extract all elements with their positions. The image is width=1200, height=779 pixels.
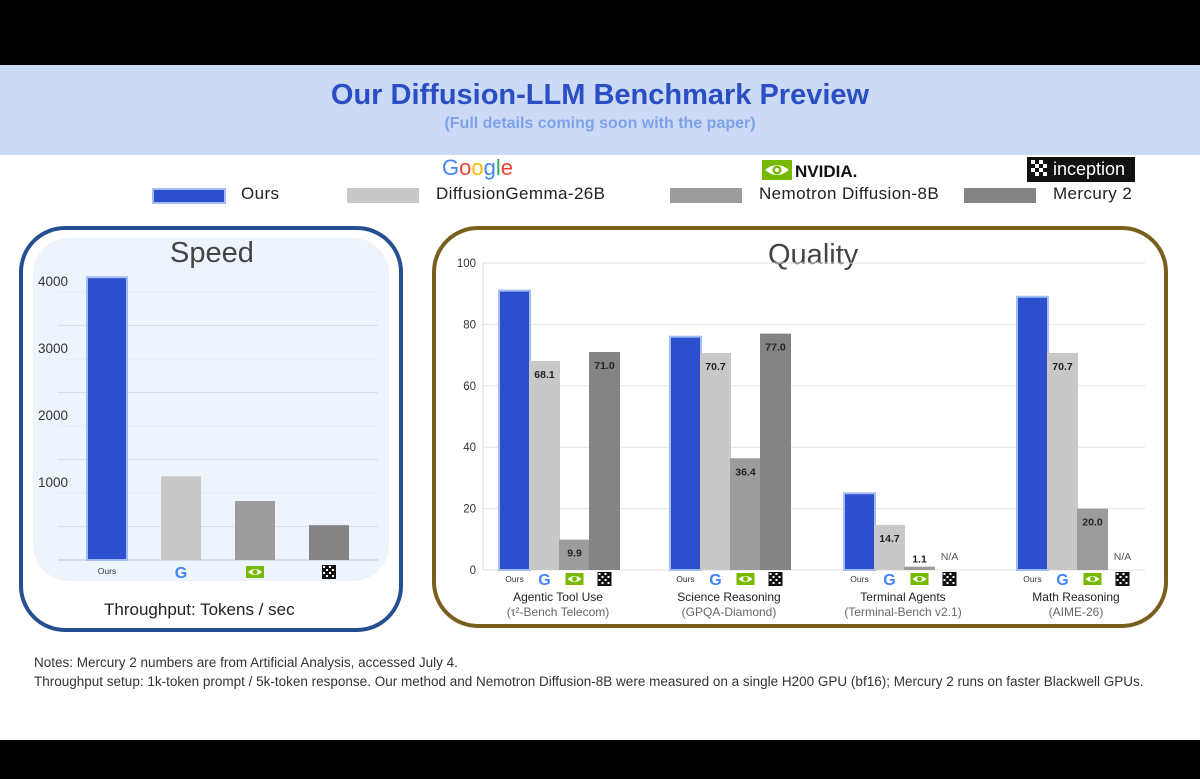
quality-data-label: 71.0 xyxy=(594,360,615,372)
quality-data-label: N/A xyxy=(941,551,959,563)
quality-group-sublabel: (AIME-26) xyxy=(1049,605,1104,619)
quality-bar-nemotron-diffusion-8b xyxy=(730,458,761,570)
google-g-icon: G xyxy=(538,572,550,589)
quality-bar-diffusiongemma-26b xyxy=(700,352,731,570)
quality-bar-diffusiongemma-26b xyxy=(874,524,905,570)
quality-group-sublabel: (τ²-Bench Telecom) xyxy=(507,605,610,619)
quality-x-tick-label: Ours xyxy=(676,574,694,584)
nvidia-eye-icon xyxy=(736,573,755,585)
inception-logo-icon xyxy=(322,565,336,579)
speed-chart: 1000 2000 3000 4000 Ours G xyxy=(38,274,378,582)
quality-bar-diffusiongemma-26b xyxy=(529,360,560,570)
legend-swatch-nemotron xyxy=(670,188,742,203)
nvidia-wordmark: NVIDIA. xyxy=(795,162,857,181)
quality-bar-mercury-2 xyxy=(760,333,791,570)
quality-bar-nemotron-diffusion-8b xyxy=(559,539,590,570)
quality-bar-ours xyxy=(498,289,531,571)
quality-y-tick-label: 80 xyxy=(463,319,476,331)
quality-bar-ours xyxy=(669,335,702,571)
speed-x-axis-title: Throughput: Tokens / sec xyxy=(104,600,295,619)
quality-x-tick-label: Ours xyxy=(1023,574,1041,584)
speed-bar-diffusiongemma-26b xyxy=(161,476,201,560)
notes-line-1: Notes: Mercury 2 numbers are from Artifi… xyxy=(34,655,458,670)
quality-data-label: 20.0 xyxy=(1082,517,1103,529)
inception-logo-icon xyxy=(768,572,783,586)
speed-y-tick-label: 3000 xyxy=(38,341,68,356)
speed-bar-ours xyxy=(86,276,128,561)
inception-logo-icon xyxy=(1031,160,1047,176)
quality-y-tick-label: 0 xyxy=(470,565,476,577)
quality-group-label: Agentic Tool Use xyxy=(513,590,603,604)
quality-bar-nemotron-diffusion-8b xyxy=(904,566,935,570)
legend-label-mercury: Mercury 2 xyxy=(1053,184,1133,203)
google-g-icon: G xyxy=(883,572,895,589)
legend-swatch-gemma xyxy=(347,188,419,203)
google-logo: Google xyxy=(442,155,514,180)
quality-bar-diffusiongemma-26b xyxy=(1047,352,1078,570)
quality-y-tick-label: 40 xyxy=(463,442,476,454)
speed-panel xyxy=(19,226,403,632)
slide: Our Diffusion-LLM Benchmark Preview (Ful… xyxy=(0,65,1200,740)
quality-data-label: 1.1 xyxy=(912,554,927,566)
quality-y-tick-label: 100 xyxy=(457,258,476,270)
inception-logo-icon xyxy=(597,572,612,586)
inception-logo: inception xyxy=(1027,157,1135,182)
page-subtitle: (Full details coming soon with the paper… xyxy=(444,115,756,132)
quality-x-tick-label: Ours xyxy=(505,574,523,584)
speed-bar-nemotron-diffusion-8b xyxy=(235,501,275,560)
quality-group-label: Terminal Agents xyxy=(860,590,945,604)
inception-logo-icon xyxy=(942,572,957,586)
quality-data-label: 70.7 xyxy=(1052,361,1073,373)
quality-group-label: Science Reasoning xyxy=(677,590,780,604)
quality-y-tick-label: 60 xyxy=(463,381,476,393)
legend-label-nemotron: Nemotron Diffusion-8B xyxy=(759,184,940,203)
quality-data-label: 14.7 xyxy=(879,533,900,545)
quality-data-label: 36.4 xyxy=(735,466,756,478)
legend-label-ours: Ours xyxy=(241,184,280,203)
quality-bar-ours xyxy=(843,492,876,571)
quality-bar-ours xyxy=(1016,295,1049,572)
nvidia-eye-icon xyxy=(910,573,929,585)
quality-title: Quality xyxy=(768,239,859,271)
legend-swatch-ours xyxy=(152,188,226,204)
speed-y-tick-label: 4000 xyxy=(38,274,68,289)
speed-y-tick-label: 2000 xyxy=(38,408,68,423)
speed-title: Speed xyxy=(170,237,254,269)
title-banner: Our Diffusion-LLM Benchmark Preview (Ful… xyxy=(0,65,1200,155)
quality-chart: 0 20 40 60 80 100 Ours 68.1 G 9.9 71.0 Agentic Tool… xyxy=(457,258,1145,619)
nvidia-eye-icon xyxy=(1083,573,1102,585)
nvidia-eye-icon xyxy=(565,573,584,585)
quality-bar-nemotron-diffusion-8b xyxy=(1077,508,1108,570)
quality-bar-mercury-2 xyxy=(589,352,620,570)
speed-bar-mercury-2 xyxy=(309,525,349,560)
quality-x-tick-label: Ours xyxy=(850,574,868,584)
google-g-icon: G xyxy=(1056,572,1068,589)
quality-data-label: 77.0 xyxy=(765,342,786,354)
notes-line-2: Throughput setup: 1k-token prompt / 5k-t… xyxy=(34,674,1144,689)
quality-group-label: Math Reasoning xyxy=(1032,590,1119,604)
google-g-icon: G xyxy=(709,572,721,589)
quality-data-label: 68.1 xyxy=(534,369,555,381)
inception-wordmark: inception xyxy=(1053,159,1126,179)
legend-swatch-mercury xyxy=(964,188,1036,203)
quality-data-label: 9.9 xyxy=(567,548,582,560)
legend-label-gemma: DiffusionGemma-26B xyxy=(436,184,606,203)
google-g-icon: G xyxy=(175,565,187,582)
speed-x-tick-label: Ours xyxy=(98,566,116,576)
inception-logo-icon xyxy=(1115,572,1130,586)
page-title: Our Diffusion-LLM Benchmark Preview xyxy=(330,79,870,111)
nvidia-eye-icon: NVIDIA. xyxy=(762,160,857,181)
quality-data-label: N/A xyxy=(1114,551,1132,563)
quality-data-label: 70.7 xyxy=(705,361,726,373)
nvidia-logo: NVIDIA. xyxy=(762,159,868,181)
speed-y-tick-label: 1000 xyxy=(38,475,68,490)
quality-group-sublabel: (Terminal-Bench v2.1) xyxy=(844,605,961,619)
quality-group-sublabel: (GPQA-Diamond) xyxy=(682,605,777,619)
nvidia-eye-icon xyxy=(246,566,264,578)
quality-y-tick-label: 20 xyxy=(463,504,476,516)
